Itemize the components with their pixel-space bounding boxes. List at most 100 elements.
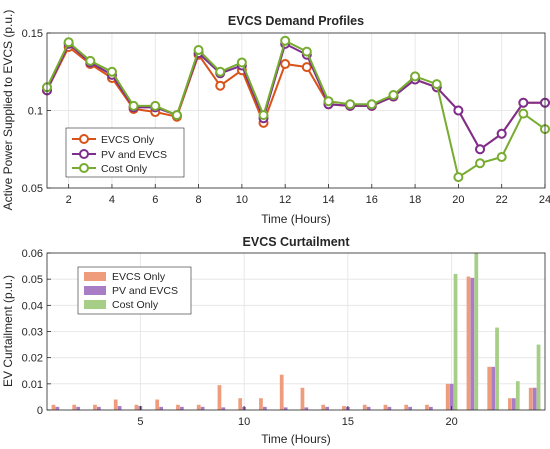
y-axis-label: Active Power Supplied to EVCS (p.u.) [1, 10, 15, 211]
bar-evcs-only [155, 399, 160, 410]
curtailment-chart: EVCS Curtailment 5 10 15 20 0 0.01 0.02 0.03 0.… [1, 235, 546, 446]
x-tick-label: 8 [196, 194, 202, 206]
x-tick-label: 14 [322, 194, 334, 206]
legend-label-cost-only: Cost Only [101, 163, 148, 175]
point-cost-only [63, 37, 74, 48]
bar-evcs-only [176, 404, 180, 410]
bar-pv-and-evcs [491, 366, 495, 410]
legend-label-evcs-only: EVCS Only [112, 271, 166, 283]
demand-profiles-chart: EVCS Demand Profiles 2 4 6 8 10 12 14 16 18 20 22 2… [1, 10, 550, 226]
x-axis-label: Time (Hours) [261, 432, 331, 446]
bar-evcs-only [425, 404, 429, 410]
x-tick-label: 5 [137, 416, 143, 428]
legend: EVCS Only PV and EVCS Cost Only [77, 266, 192, 315]
point-cost-only [128, 100, 139, 111]
legend-label-evcs-only: EVCS Only [101, 134, 155, 146]
x-tick-label: 16 [366, 194, 378, 206]
point-cost-only [106, 66, 117, 77]
bar-evcs-only [466, 276, 471, 410]
point-evcs-only [215, 80, 226, 91]
point-cost-only [496, 152, 507, 162]
point-cost-only [475, 158, 486, 169]
bar-cost-only [495, 327, 499, 410]
series-evcs-only [51, 276, 533, 410]
bar-pv-and-evcs [325, 406, 329, 410]
chart-title: EVCS Demand Profiles [228, 14, 364, 28]
x-tick-label: 18 [409, 194, 421, 206]
bar-cost-only [515, 381, 520, 410]
point-cost-only [301, 46, 312, 57]
point-cost-only [410, 71, 421, 82]
bar-evcs-only [445, 383, 450, 410]
bar-evcs-only [404, 404, 409, 410]
x-tick-label: 12 [279, 194, 291, 206]
bar-pv-and-evcs [159, 406, 163, 410]
x-tick-label: 10 [238, 416, 250, 428]
bar-cost-only [536, 344, 541, 410]
bar-pv-and-evcs [470, 277, 475, 410]
bar-pv-and-evcs [512, 398, 516, 410]
x-tick-label: 4 [109, 194, 115, 206]
point-cost-only [171, 110, 182, 121]
bar-evcs-only [300, 387, 305, 410]
bar-evcs-only [113, 399, 118, 410]
point-cost-only [280, 35, 291, 46]
bar-pv-and-evcs [117, 406, 122, 410]
legend-item-evcs-only: EVCS Only [72, 134, 155, 146]
x-ticks: 2 4 6 8 10 12 14 16 18 20 22 24 [66, 184, 550, 206]
y-tick-label: 0.01 [22, 379, 43, 391]
point-cost-only [150, 100, 161, 111]
legend-swatch-cost-only [84, 300, 106, 309]
y-ticks: 0 0.01 0.02 0.03 0.04 0.05 0.06 [22, 248, 51, 417]
bar-cost-only [474, 253, 479, 410]
legend-label-cost-only: Cost Only [112, 299, 159, 311]
series-lines [42, 35, 550, 183]
point-pv-and-evcs [475, 144, 486, 155]
x-ticks: 5 10 15 20 [137, 406, 458, 428]
bar-pv-and-evcs [429, 406, 433, 410]
point-pv-and-evcs [496, 128, 507, 139]
bar-pv-and-evcs [263, 406, 267, 410]
bar-evcs-only [217, 385, 222, 410]
bar-evcs-only [279, 374, 284, 410]
legend-label-pv-and-evcs: PV and EVCS [101, 149, 167, 161]
y-tick-label: 0.05 [22, 274, 43, 286]
bar-pv-and-evcs [283, 407, 288, 410]
x-tick-label: 20 [446, 416, 458, 428]
series-cost-only [453, 253, 541, 410]
bar-pv-and-evcs [180, 406, 184, 410]
point-cost-only [323, 96, 334, 107]
point-cost-only [345, 99, 356, 110]
bar-evcs-only [93, 404, 97, 410]
legend-marker-pv-and-evcs [79, 149, 89, 159]
point-cost-only [258, 110, 269, 121]
chart-title: EVCS Curtailment [243, 235, 351, 249]
bar-evcs-only [134, 404, 139, 410]
bar-evcs-only [259, 398, 263, 410]
legend-swatch-pv-and-evcs [84, 286, 106, 295]
x-tick-label: 10 [236, 194, 248, 206]
point-pv-and-evcs [518, 97, 529, 108]
bar-pv-and-evcs [387, 406, 392, 410]
series-pv-and-evcs [55, 277, 537, 410]
bar-pv-and-evcs [55, 406, 60, 410]
bar-pv-and-evcs [221, 407, 226, 410]
y-tick-label: 0 [37, 405, 43, 417]
point-pv-and-evcs [453, 105, 464, 116]
bar-evcs-only [362, 404, 367, 410]
bar-pv-and-evcs [408, 406, 412, 410]
y-ticks: 0.05 0.1 0.15 [22, 28, 51, 195]
bar-evcs-only [487, 366, 492, 410]
point-cost-only [518, 108, 529, 119]
x-tick-label: 2 [66, 194, 72, 206]
point-cost-only [453, 172, 464, 183]
legend-item-cost-only: Cost Only [84, 299, 159, 311]
y-tick-label: 0.04 [22, 300, 43, 312]
bar-evcs-only [72, 404, 77, 410]
legend-label-pv-and-evcs: PV and EVCS [112, 285, 178, 297]
x-tick-label: 15 [342, 416, 354, 428]
legend-item-pv-and-evcs: PV and EVCS [84, 285, 178, 297]
point-cost-only [85, 55, 96, 66]
bar-evcs-only [51, 404, 56, 410]
